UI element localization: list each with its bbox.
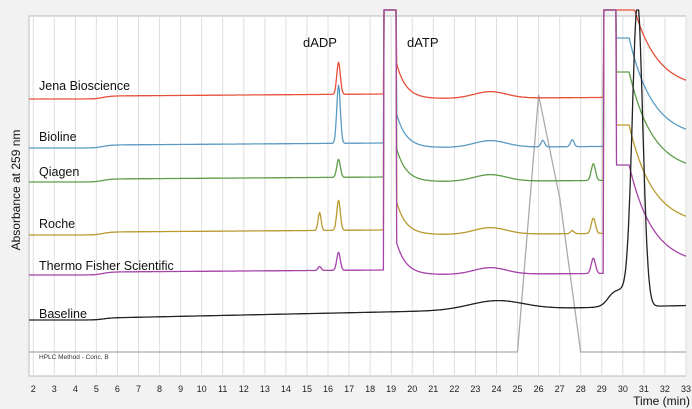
x-tick-label: 28 (576, 384, 586, 394)
series-label: Roche (39, 217, 75, 231)
series-label: Jena Bioscience (39, 79, 130, 93)
annotation-dadp: dADP (303, 35, 337, 50)
series-label: Thermo Fisher Scientific (39, 259, 174, 273)
x-tick-label: 12 (239, 384, 249, 394)
x-tick-label: 29 (597, 384, 607, 394)
series-group: Jena Bioscience Bioline Qiagen Roche Thermo … (28, 9, 687, 321)
series-label: Baseline (39, 307, 87, 321)
peak-annotations: dADP dATP (303, 35, 439, 50)
x-tick-label: 32 (660, 384, 670, 394)
x-tick-label: 11 (218, 384, 227, 394)
series-label: Qiagen (39, 165, 79, 179)
series-label: Bioline (39, 130, 77, 144)
x-tick-label: 13 (260, 384, 270, 394)
x-tick-label: 17 (344, 384, 354, 394)
x-tick-label: 10 (197, 384, 207, 394)
x-tick-label: 16 (323, 384, 333, 394)
x-tick-label: 6 (115, 384, 120, 394)
x-tick-label: 23 (470, 384, 480, 394)
series-line (28, 9, 687, 100)
series-line (28, 9, 687, 236)
method-label: HPLC Method - Conc. B (39, 354, 109, 361)
x-tick-label: 27 (555, 384, 565, 394)
x-tick-label: 5 (94, 384, 99, 394)
x-tick-label: 4 (73, 384, 78, 394)
x-tick-label: 7 (136, 384, 141, 394)
x-tick-label: 18 (365, 384, 375, 394)
x-tick-label: 8 (157, 384, 162, 394)
x-tick-label: 14 (281, 384, 291, 394)
x-tick-label: 15 (302, 384, 312, 394)
grid (32, 16, 687, 376)
x-tick-label: 20 (407, 384, 417, 394)
x-tick-label: 31 (639, 384, 649, 394)
x-axis-title: Time (min) (633, 394, 690, 408)
x-tick-label: 19 (386, 384, 396, 394)
series-line (28, 9, 687, 183)
x-tick-label: 9 (178, 384, 183, 394)
x-tick-label: 25 (513, 384, 523, 394)
y-axis-title: Absorbance at 259 nm (9, 130, 23, 251)
series-line (28, 9, 687, 321)
x-tick-label: 33 (681, 384, 691, 394)
annotation-datp: dATP (407, 35, 439, 50)
series-line (28, 9, 687, 276)
x-tick-label: 30 (618, 384, 628, 394)
series-line (28, 9, 687, 149)
x-tick-label: 22 (449, 384, 459, 394)
x-tick-label: 3 (52, 384, 57, 394)
x-tick-label: 2 (31, 384, 36, 394)
x-tick-label: 21 (428, 384, 438, 394)
x-tick-label: 24 (491, 384, 501, 394)
x-tick-label: 26 (534, 384, 544, 394)
plot-area (28, 15, 687, 377)
x-axis-ticks: 2 3 4 5 6 7 8 9 10 11 12 13 14 15 16 17 18 19 20 21 22 23 24 25… (31, 384, 691, 394)
